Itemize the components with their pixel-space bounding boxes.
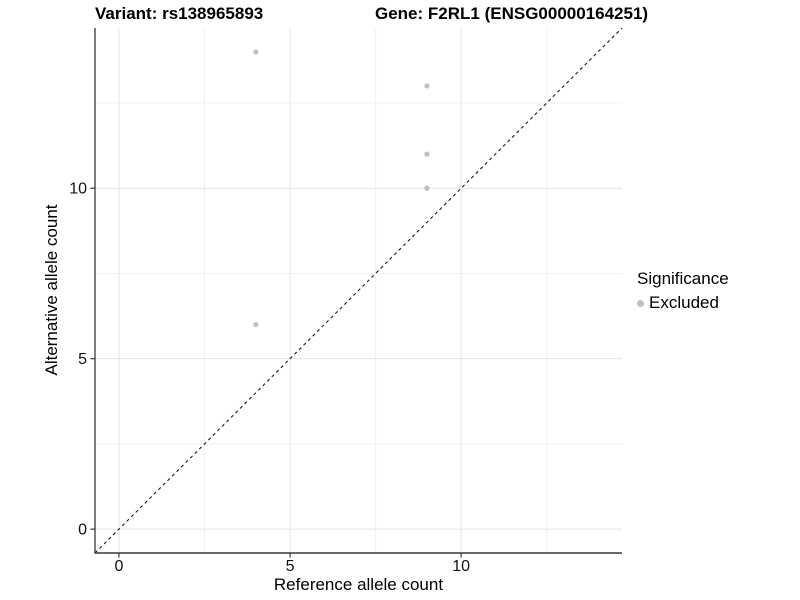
grid-minor-lines [95,28,622,553]
legend: Significance Excluded [637,269,729,313]
y-axis-title: Alternative allele count [42,204,61,376]
y-tick-label: 0 [78,522,87,539]
scatter-point [424,185,430,191]
axis-lines [94,28,622,554]
scatter-point [424,83,430,89]
axis-tick-marks [90,187,462,558]
axis-tick-labels: 0 5 10 0 5 10 [69,181,470,575]
y-tick-label: 10 [69,181,87,198]
data-points [253,49,430,328]
scatter-point [424,151,430,157]
variant-title: Variant: rs138965893 [95,4,264,23]
y-tick-label: 5 [78,351,87,368]
legend-title: Significance [637,269,729,288]
x-axis-title: Reference allele count [273,575,444,594]
excluded-point-icon [637,299,644,307]
gene-title: Gene: F2RL1 (ENSG00000164251) [375,4,649,23]
scatter-point [253,321,259,328]
scatter-point [253,49,259,55]
legend-item-label: Excluded [649,293,719,312]
x-tick-label: 10 [452,558,470,575]
legend-item-excluded: Excluded [637,293,729,313]
grid-major-lines [95,28,622,553]
identity-reference-line [94,27,623,554]
identity-dashed-line [94,27,623,554]
x-tick-label: 0 [115,558,124,575]
x-tick-label: 5 [286,558,295,575]
